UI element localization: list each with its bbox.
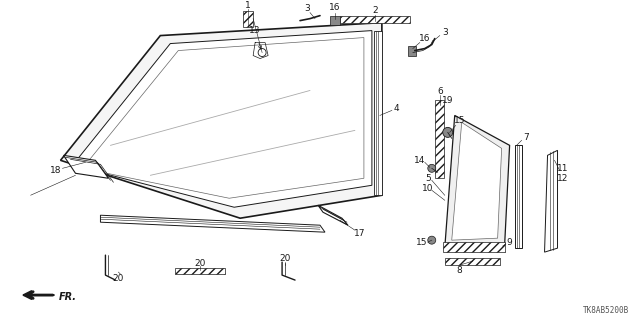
Polygon shape [330, 16, 340, 25]
Text: 11: 11 [557, 164, 568, 173]
Text: 6: 6 [437, 87, 443, 96]
Text: 15: 15 [416, 238, 428, 247]
Polygon shape [445, 116, 509, 248]
Text: 18: 18 [50, 166, 61, 175]
Text: 13: 13 [250, 26, 261, 35]
Text: 8: 8 [457, 266, 463, 275]
Polygon shape [435, 100, 444, 178]
Polygon shape [83, 37, 364, 198]
Circle shape [258, 49, 266, 57]
Text: 12: 12 [557, 174, 568, 183]
Text: 1: 1 [245, 1, 251, 10]
Circle shape [443, 127, 452, 137]
Text: 10: 10 [422, 184, 433, 193]
Text: 15: 15 [454, 116, 465, 125]
Circle shape [428, 236, 436, 244]
Text: 9: 9 [507, 238, 513, 247]
Polygon shape [515, 145, 522, 248]
Text: 3: 3 [304, 4, 310, 13]
Text: 16: 16 [419, 34, 431, 43]
Text: 2: 2 [372, 6, 378, 15]
Text: TK8AB5200B: TK8AB5200B [583, 306, 629, 315]
Polygon shape [61, 23, 382, 218]
Polygon shape [374, 31, 382, 195]
Text: 3: 3 [442, 28, 447, 37]
Text: 17: 17 [354, 229, 365, 238]
Text: 7: 7 [524, 133, 529, 142]
Text: 20: 20 [195, 259, 206, 268]
Polygon shape [175, 268, 225, 274]
Text: FR.: FR. [58, 292, 77, 302]
Polygon shape [100, 215, 325, 232]
Text: 20: 20 [280, 254, 291, 263]
Polygon shape [340, 16, 410, 23]
Text: 4: 4 [394, 104, 399, 113]
Polygon shape [318, 205, 348, 225]
Polygon shape [408, 45, 416, 56]
Text: 19: 19 [442, 96, 454, 105]
Polygon shape [72, 31, 372, 207]
Polygon shape [452, 123, 502, 240]
Polygon shape [243, 11, 253, 27]
Text: 14: 14 [414, 156, 426, 165]
Text: 20: 20 [113, 274, 124, 283]
Polygon shape [545, 150, 557, 252]
Circle shape [428, 164, 436, 172]
Polygon shape [445, 258, 500, 265]
Text: 5: 5 [425, 174, 431, 183]
Polygon shape [63, 155, 108, 178]
Polygon shape [443, 242, 504, 252]
Text: 16: 16 [329, 3, 340, 12]
